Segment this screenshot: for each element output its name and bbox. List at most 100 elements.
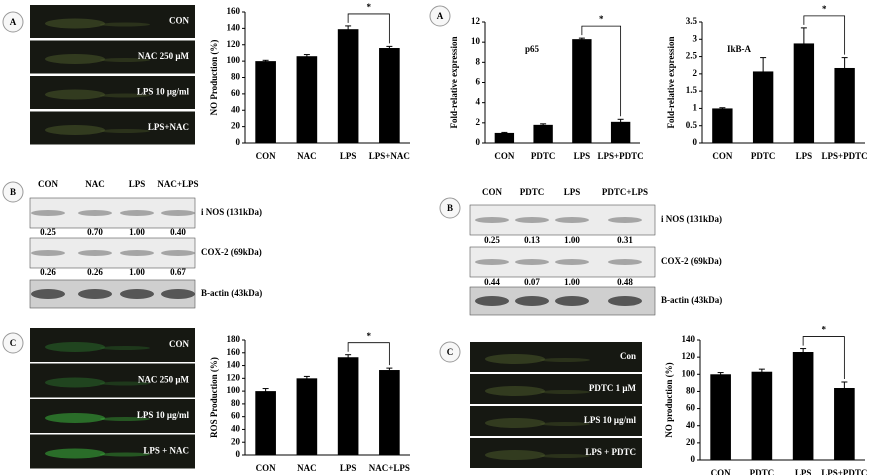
blot-row-label: B-actin (43kDa) — [201, 288, 262, 298]
y-tick-label: 20 — [231, 436, 241, 446]
x-tick-label: LPS — [340, 463, 357, 473]
significance-bracket — [347, 13, 390, 44]
band-quantity: 0.26 — [40, 267, 56, 277]
blot-row-label: i NOS (131kDa) — [201, 207, 262, 217]
band-quantity: 0.07 — [524, 277, 540, 287]
bar — [494, 132, 515, 143]
blot-band — [78, 250, 112, 256]
image-label: PDTC 1 μM — [589, 383, 637, 393]
panel-badge — [2, 181, 24, 203]
blot-row-label: B-actin (43kDa) — [661, 295, 722, 305]
error-bar — [841, 381, 848, 394]
bar — [834, 67, 855, 143]
y-tick-label: 0 — [476, 137, 481, 147]
y-tick-label: 120 — [227, 39, 241, 49]
y-tick-label: 20 — [231, 121, 241, 131]
y-tick-label: 3.5 — [686, 16, 698, 26]
x-tick-label: NAC+LPS — [369, 463, 410, 473]
blot-band — [555, 217, 589, 223]
y-tick-label: 120 — [227, 372, 241, 382]
lane-label: PDTC+LPS — [602, 187, 648, 197]
band-quantity: 1.00 — [564, 277, 580, 287]
panel-label: A — [437, 11, 444, 21]
band-quantity: 0.70 — [87, 227, 103, 237]
image-label: LPS 10 μg/ml — [584, 415, 637, 425]
y-tick-label: 20 — [686, 437, 696, 447]
chart-title: p65 — [525, 44, 540, 54]
band-quantity: 0.67 — [170, 267, 186, 277]
x-tick-label: CON — [256, 463, 277, 473]
blot-band — [555, 259, 589, 265]
bar — [296, 56, 318, 143]
bar — [751, 371, 773, 460]
y-tick-label: 180 — [227, 334, 241, 344]
fish-body — [45, 54, 105, 64]
y-axis-label: NO production (%) — [664, 362, 674, 437]
blot-row-label: COX-2 (69kDa) — [661, 256, 722, 266]
x-tick-label: LPS — [574, 151, 591, 161]
fish-body — [45, 377, 105, 388]
blot-band — [608, 259, 642, 265]
fish-body — [485, 450, 545, 460]
y-axis-label: NO Production (%) — [209, 40, 219, 116]
bar — [792, 352, 814, 460]
significance-mark: * — [367, 2, 372, 12]
panel-badge — [2, 11, 24, 33]
blot-band — [475, 259, 509, 265]
error-bar — [303, 375, 310, 381]
error-bar — [760, 57, 767, 86]
blot-band — [31, 289, 65, 299]
fish-body — [45, 448, 105, 459]
band-quantity: 0.25 — [40, 227, 56, 237]
y-tick-label: 60 — [231, 88, 241, 98]
y-tick-label: 60 — [686, 403, 696, 413]
image-label: CON — [169, 339, 190, 349]
x-tick-label: NAC — [297, 151, 317, 161]
y-axis-label: Fold-relative expression — [666, 37, 676, 129]
band-quantity: 1.00 — [129, 227, 145, 237]
fish-body — [45, 413, 105, 423]
y-tick-label: 40 — [231, 104, 241, 114]
blot-row-label: i NOS (131kDa) — [661, 214, 722, 224]
lane-label: LPS — [129, 179, 146, 189]
x-tick-label: LPS — [795, 468, 812, 475]
fish-body — [485, 418, 545, 428]
error-bar — [540, 123, 547, 126]
y-tick-label: 80 — [686, 385, 696, 395]
fish-tail — [100, 381, 150, 386]
error-bar — [578, 37, 585, 41]
panel-badge — [429, 5, 451, 27]
y-tick-label: 160 — [227, 6, 241, 16]
bar — [793, 43, 815, 144]
fish-body — [45, 18, 105, 29]
blot-band — [161, 210, 195, 216]
fish-tail — [100, 22, 150, 27]
y-tick-label: 4 — [476, 97, 481, 107]
chart-title: IkB-A — [727, 44, 752, 54]
y-axis-label: Fold-relative expression — [449, 37, 459, 129]
band-quantity: 0.40 — [170, 227, 186, 237]
y-axis-label: ROS Production (%) — [209, 357, 219, 438]
bar — [337, 357, 359, 455]
band-quantity: 1.00 — [129, 267, 145, 277]
fish-tail — [100, 417, 150, 421]
lane-label: NAC — [85, 179, 105, 189]
fish-tail — [540, 422, 590, 426]
blot-band — [78, 210, 112, 216]
image-label: LPS + NAC — [143, 446, 189, 456]
bar — [712, 108, 733, 143]
x-tick-label: CON — [712, 151, 733, 161]
error-bar — [758, 368, 765, 375]
bar — [752, 71, 774, 143]
band-quantity: 0.25 — [484, 235, 500, 245]
x-tick-label: LPS+PDTC — [821, 468, 867, 475]
x-tick-label: PDTC — [750, 468, 775, 475]
error-bar — [717, 372, 724, 376]
y-tick-label: 0.5 — [686, 120, 698, 130]
error-bar — [262, 388, 269, 394]
fish-body — [45, 89, 105, 100]
error-bar — [841, 57, 848, 79]
y-tick-label: 120 — [682, 351, 696, 361]
blot-band — [475, 217, 509, 223]
fish-body — [45, 342, 105, 352]
